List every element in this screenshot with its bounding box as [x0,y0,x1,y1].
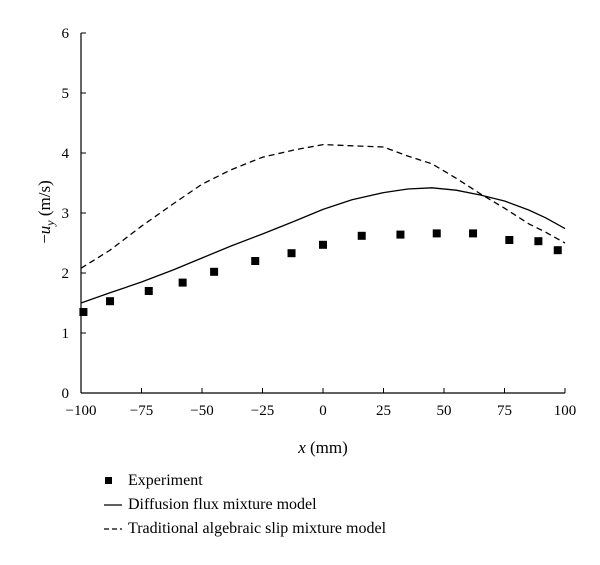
x-tick-label: 25 [376,403,391,419]
plot-series [79,143,566,316]
y-tick-label: 6 [62,26,70,42]
experiment-markers [79,229,562,316]
x-tick-label: 75 [497,403,512,419]
y-tick-label: 2 [62,266,70,282]
data-point [469,229,478,238]
x-tick-label: −75 [130,403,153,419]
y-tick-label: 5 [62,86,70,102]
data-point [210,267,219,276]
dashed-line-icon [104,528,122,530]
y-tick-label: 3 [62,206,70,222]
data-point [553,246,562,255]
data-point [79,308,88,316]
algebraic-slip-line [80,143,566,269]
x-axis-title: x (mm) [297,438,348,457]
data-point [319,240,327,249]
data-point [432,229,441,238]
legend-item-experiment: Experiment [104,470,524,494]
data-point [357,231,366,240]
y-axis-title: −uy (m/s) [35,180,57,244]
x-tick-label: 100 [554,403,577,419]
legend: Experiment Diffusion flux mixture model … [104,470,524,542]
legend-item-diffusion-flux: Diffusion flux mixture model [104,494,524,518]
x-tick-label: −100 [66,403,97,419]
solid-line-icon [104,504,122,506]
data-point [178,278,187,287]
data-point [106,297,115,306]
data-point [396,230,405,239]
legend-label: Experiment [128,472,203,489]
y-tick-label: 1 [62,326,70,342]
x-tick-label: 50 [437,403,452,419]
diffusion-flux-line [80,187,566,304]
square-marker-icon [105,477,112,484]
legend-label: Diffusion flux mixture model [128,496,317,513]
legend-item-algebraic-slip: Traditional algebraic slip mixture model [104,518,524,542]
x-tick-label: 0 [319,403,327,419]
data-point [505,236,514,244]
axes: −100 −75 −50 −25 0 25 50 75 100 0 1 2 3 4 5 6 [62,26,577,419]
data-point [534,237,543,246]
legend-label: Traditional algebraic slip mixture model [128,520,387,537]
data-point [287,249,296,258]
data-point [144,287,153,295]
data-point [251,257,260,265]
y-tick-label: 4 [62,146,70,162]
x-tick-label: −50 [190,403,213,419]
x-tick-label: −25 [251,403,274,419]
y-tick-label: 0 [62,386,70,402]
